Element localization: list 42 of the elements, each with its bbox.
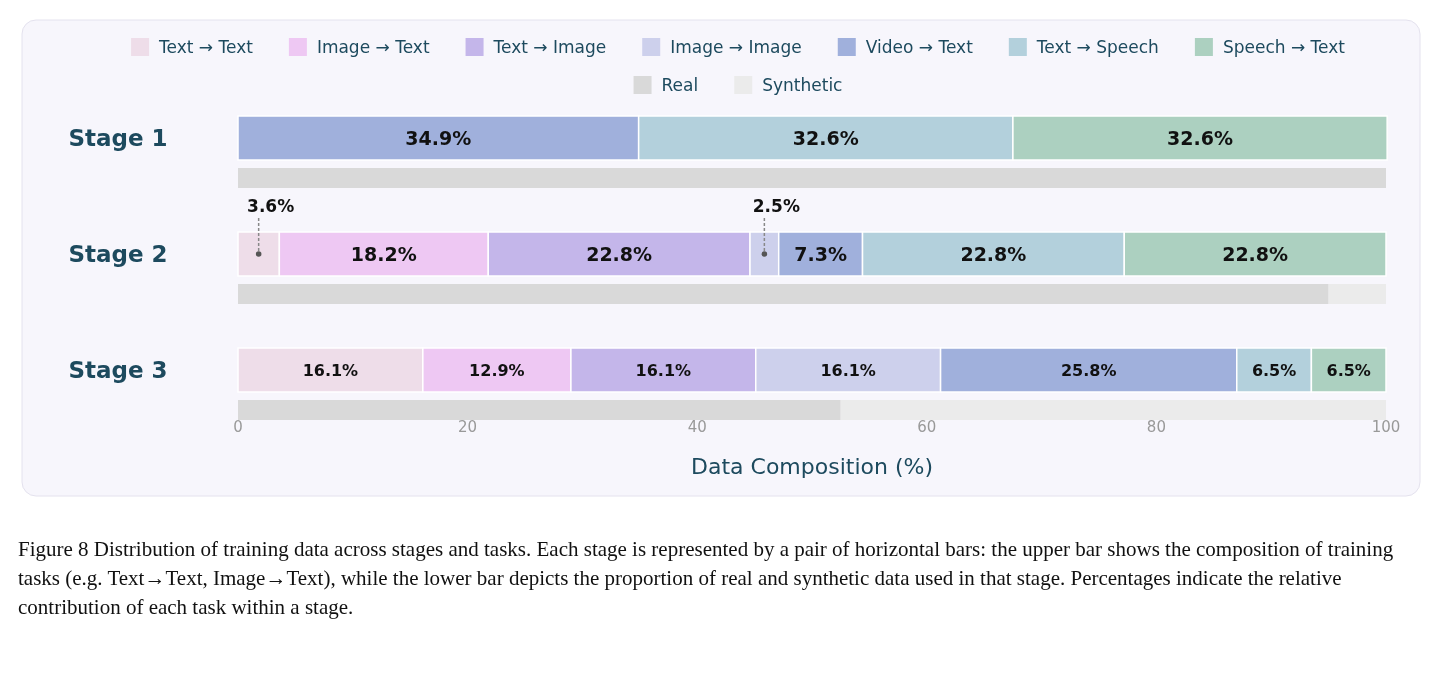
data-label: 6.5% [1326, 360, 1371, 380]
data-label: 2.5% [752, 196, 800, 216]
data-label: 22.8% [1222, 242, 1289, 265]
y-tick-label: Stage 1 [68, 125, 168, 152]
legend-label: Text → Image [492, 36, 607, 57]
legend-label: Real [661, 74, 699, 95]
bar [840, 400, 1386, 420]
data-label: 25.8% [1060, 360, 1117, 380]
y-tick-label: Stage 3 [68, 357, 168, 384]
data-label: 22.8% [960, 242, 1027, 265]
data-label: 16.1% [635, 360, 692, 380]
legend-label: Text → Text [158, 36, 254, 57]
data-label: 6.5% [1251, 360, 1297, 380]
x-tick-label: 20 [458, 418, 478, 436]
bar [238, 284, 1329, 304]
x-tick-label: 60 [917, 418, 937, 436]
data-label: 3.6% [247, 196, 295, 216]
data-label: 12.9% [469, 360, 525, 380]
bar [1328, 284, 1386, 304]
data-label: 32.6% [1167, 126, 1233, 149]
legend-label: Speech → Text [1222, 36, 1346, 57]
legend-label: Synthetic [762, 74, 843, 95]
x-tick-label: 40 [687, 418, 707, 436]
data-label: 34.9% [405, 126, 472, 149]
data-label: 18.2% [350, 242, 417, 265]
x-tick-label: 0 [233, 418, 243, 436]
bar [238, 168, 1386, 188]
x-axis-title: Data Composition (%) [691, 454, 933, 479]
legend-label: Text → Speech [1035, 36, 1159, 57]
legend-label: Video → Text [865, 36, 974, 57]
x-tick-label: 100 [1371, 418, 1401, 436]
x-tick-label: 80 [1146, 418, 1166, 436]
legend-label: Image → Text [316, 36, 430, 57]
bar [238, 400, 841, 420]
data-label: 16.1% [302, 360, 359, 380]
y-tick-label: Stage 2 [68, 241, 168, 268]
caption: Figure 8 Distribution of training data across stages and tasks. Each stage is represented by a pair of horizontal bars: the upper bar shows the composition of training tasks (e.g. Text→Text, Image→Text), while the lower bar depicts the proportion of real and synthetic data used in that stage. Percentages indicate the relative contribution of each task within a stage. [18, 537, 1394, 619]
data-label: 7.3% [794, 242, 847, 265]
data-label: 22.8% [586, 242, 653, 265]
data-label: 32.6% [792, 126, 859, 149]
data-label: 16.1% [820, 360, 876, 380]
legend-label: Image → Image [670, 36, 802, 57]
